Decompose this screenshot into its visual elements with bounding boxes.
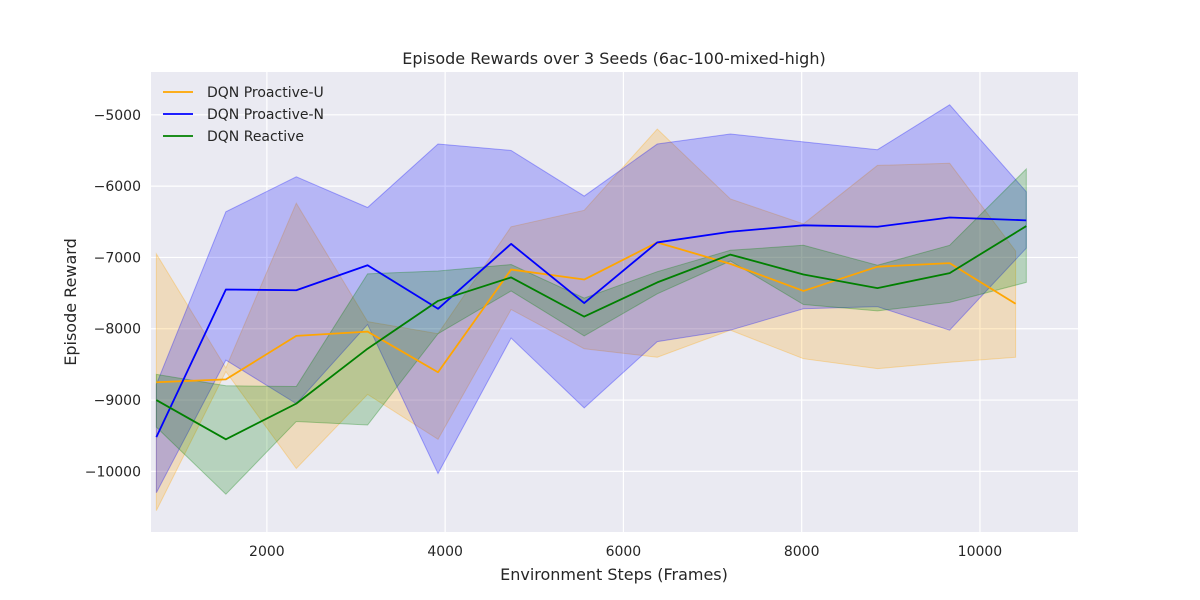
series-line-1 [155,216,1027,438]
y-tick-label: −9000 [94,393,141,409]
y-tick-label: −6000 [94,179,141,195]
legend-label: DQN Proactive-N [207,107,324,123]
chart-title: Episode Rewards over 3 Seeds (6ac-100-mi… [402,49,825,68]
y-axis-label: Episode Reward [61,238,80,366]
x-tick-label: 8000 [784,544,820,560]
x-tick-label: 2000 [249,544,285,560]
grid [151,72,1078,532]
x-tick-labels: 2000 4000 6000 8000 10000 [249,544,1002,560]
legend-label: DQN Proactive-U [207,85,324,101]
legend: DQN Proactive-U DQN Proactive-N DQN Reacti… [163,85,324,145]
y-tick-labels: −10000 −9000 −8000 −7000 −6000 −5000 [85,108,141,481]
legend-label: DQN Reactive [207,129,304,145]
series-line-2 [155,225,1027,441]
series-line-0 [156,241,1017,384]
x-tick-label: 4000 [427,544,463,560]
confidence-bands [155,104,1027,511]
series-lines [155,216,1027,441]
y-tick-label: −8000 [94,322,141,338]
y-tick-label: −10000 [85,464,141,480]
confidence-band-series-1 [155,104,1027,494]
x-axis-label: Environment Steps (Frames) [500,565,728,584]
x-tick-label: 10000 [958,544,1003,560]
confidence-band-series-0 [155,128,1017,511]
x-tick-label: 6000 [606,544,642,560]
confidence-band-series-2 [155,167,1027,495]
y-tick-label: −7000 [94,250,141,266]
y-tick-label: −5000 [94,108,141,124]
